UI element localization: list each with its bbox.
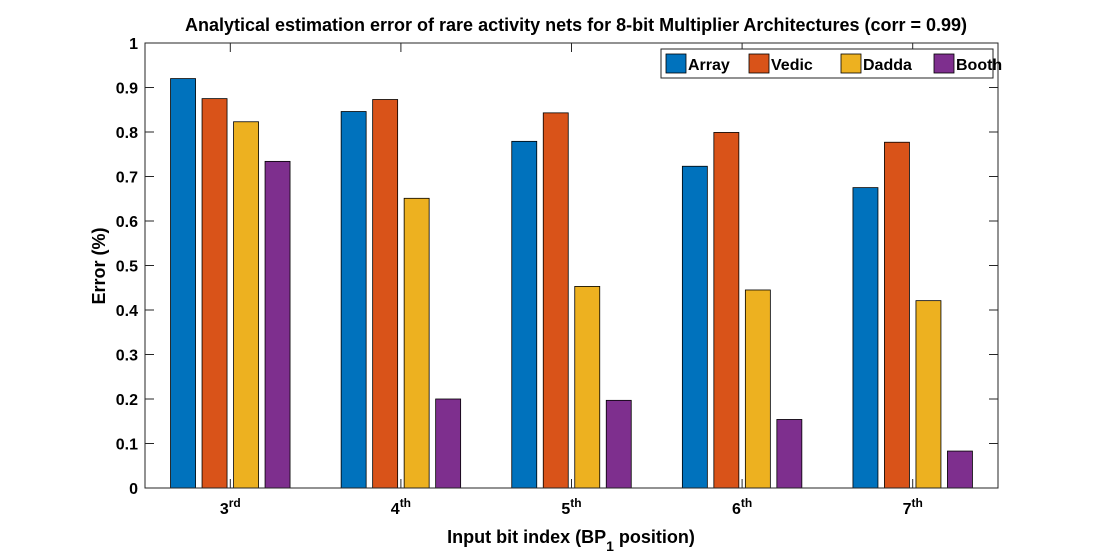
axes-box	[144, 42, 999, 489]
legend-label-vedic: Vedic	[771, 57, 813, 74]
y-tick-label: 0	[129, 481, 138, 498]
legend-swatch-vedic	[748, 53, 770, 74]
x-tick-label: 4th	[391, 496, 411, 518]
bar-array-5	[852, 187, 879, 489]
bar-vedic-1	[201, 98, 228, 489]
bar-booth-3	[605, 399, 632, 489]
chart-title: Analytical estimation error of rare acti…	[185, 15, 967, 35]
legend: Array Vedic Dadda Booth	[660, 48, 1002, 79]
bars-group	[170, 78, 973, 489]
bar-vedic-2	[372, 99, 399, 489]
bar-dadda-3	[574, 286, 601, 489]
bar-array-2	[340, 111, 367, 489]
x-axis-label: Input bit index (BP1 position)	[447, 527, 695, 554]
bar-booth-5	[947, 450, 973, 489]
x-tick-label: 6th	[732, 496, 752, 518]
y-tick-label: 1	[129, 36, 138, 53]
x-tick-label: 7th	[903, 496, 923, 518]
bar-dadda-4	[744, 289, 771, 489]
y-tick-label: 0.2	[116, 392, 138, 409]
y-tick-label: 0.1	[116, 437, 138, 454]
legend-label-booth: Booth	[956, 57, 1002, 74]
legend-swatch-booth	[933, 53, 955, 74]
bar-dadda-2	[403, 197, 430, 489]
bar-dadda-1	[233, 121, 259, 489]
y-tick-label: 0.5	[116, 259, 138, 276]
legend-label-dadda: Dadda	[863, 57, 912, 74]
legend-label-array: Array	[688, 57, 730, 74]
legend-swatch-array	[665, 53, 687, 74]
y-tick-label: 0.4	[116, 303, 138, 320]
bar-array-4	[681, 165, 708, 489]
bar-booth-2	[435, 398, 462, 489]
bar-vedic-3	[542, 112, 569, 489]
y-tick-label: 0.7	[116, 170, 138, 187]
bar-vedic-5	[884, 141, 910, 489]
y-tick-label: 0.8	[116, 125, 138, 142]
bar-array-1	[170, 78, 196, 489]
axes-group: 3rd 4th 5th 6th 7th 0 0.1 0.2 0.3 0.4 0.5 0.6 0.7 0.8…	[116, 36, 999, 518]
bar-array-3	[511, 140, 538, 489]
y-tick-label: 0.6	[116, 214, 138, 231]
y-tick-label: 0.9	[116, 81, 138, 98]
bar-vedic-4	[713, 132, 740, 489]
x-tick-label: 3rd	[220, 496, 241, 518]
legend-swatch-dadda	[840, 53, 862, 74]
x-tick-label: 5th	[561, 496, 581, 518]
plot-area: 3rd 4th 5th 6th 7th 0 0.1 0.2 0.3 0.4 0.5 0.6 0.7 0.8…	[116, 36, 999, 518]
bar-dadda-5	[915, 300, 942, 489]
y-axis-label: Error (%)	[89, 227, 109, 304]
bar-booth-1	[264, 160, 291, 489]
y-tick-label: 0.3	[116, 348, 138, 365]
bar-booth-4	[776, 419, 803, 489]
